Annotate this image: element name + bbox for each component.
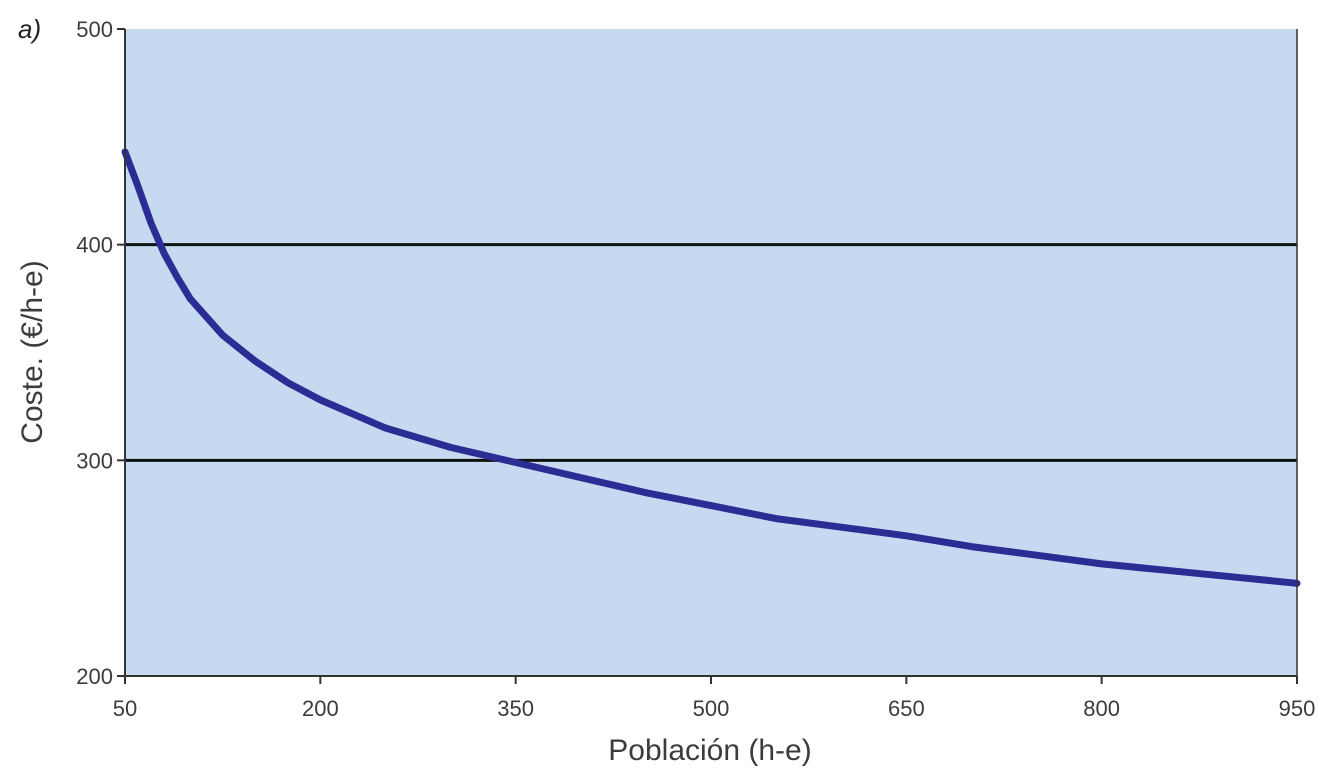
x-tick-label-350: 350: [497, 696, 534, 721]
x-tick-label-50: 50: [113, 696, 137, 721]
x-axis-title: Población (h-e): [608, 734, 811, 767]
y-tick-label-400: 400: [76, 233, 113, 258]
x-tick-label-500: 500: [693, 696, 730, 721]
series-line-0: [121, 148, 1301, 587]
y-axis-title: Coste. (€/h-e): [16, 260, 49, 443]
x-tick-label-800: 800: [1083, 696, 1120, 721]
x-tick-label-650: 650: [888, 696, 925, 721]
y-tick-label-300: 300: [76, 448, 113, 473]
series-layer: [121, 148, 1301, 587]
plot-background: [125, 29, 1297, 676]
panel-label: a): [18, 14, 41, 44]
gridlines: [125, 243, 1297, 462]
y-tick-label-500: 500: [76, 17, 113, 42]
x-tick-label-950: 950: [1279, 696, 1316, 721]
y-tick-label-200: 200: [76, 664, 113, 689]
axes: [117, 28, 1298, 684]
x-tick-label-200: 200: [302, 696, 339, 721]
